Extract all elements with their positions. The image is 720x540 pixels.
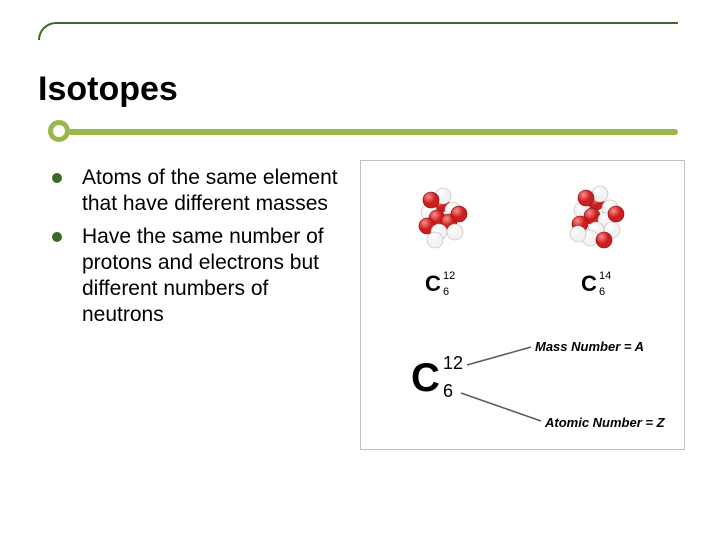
bullet-item: Have the same number of protons and elec… bbox=[38, 224, 348, 329]
underline-bar bbox=[68, 129, 678, 135]
isotope-figure: C126C146C126Mass Number = AAtomic Number… bbox=[360, 160, 685, 450]
svg-text:Mass Number = A: Mass Number = A bbox=[535, 339, 644, 354]
title-underline bbox=[38, 118, 678, 142]
svg-text:6: 6 bbox=[443, 381, 453, 401]
bullet-text: Atoms of the same element that have diff… bbox=[82, 165, 348, 218]
slide-title: Isotopes bbox=[38, 70, 178, 109]
svg-text:6: 6 bbox=[443, 286, 449, 298]
underline-circle-icon bbox=[48, 120, 70, 142]
svg-text:C: C bbox=[411, 356, 440, 400]
bullet-item: Atoms of the same element that have diff… bbox=[38, 165, 348, 218]
slide-top-border bbox=[38, 22, 678, 40]
svg-text:6: 6 bbox=[599, 286, 605, 298]
bullet-list: Atoms of the same element that have diff… bbox=[38, 165, 348, 329]
svg-text:Atomic Number = Z: Atomic Number = Z bbox=[544, 415, 666, 430]
svg-text:C: C bbox=[581, 271, 597, 296]
svg-text:12: 12 bbox=[443, 270, 455, 282]
bullet-icon bbox=[52, 232, 62, 242]
isotope-svg: C126C146C126Mass Number = AAtomic Number… bbox=[361, 161, 686, 451]
bullet-text: Have the same number of protons and elec… bbox=[82, 224, 348, 329]
bullet-icon bbox=[52, 173, 62, 183]
svg-text:C: C bbox=[425, 271, 441, 296]
svg-text:14: 14 bbox=[599, 270, 611, 282]
svg-text:12: 12 bbox=[443, 353, 463, 373]
